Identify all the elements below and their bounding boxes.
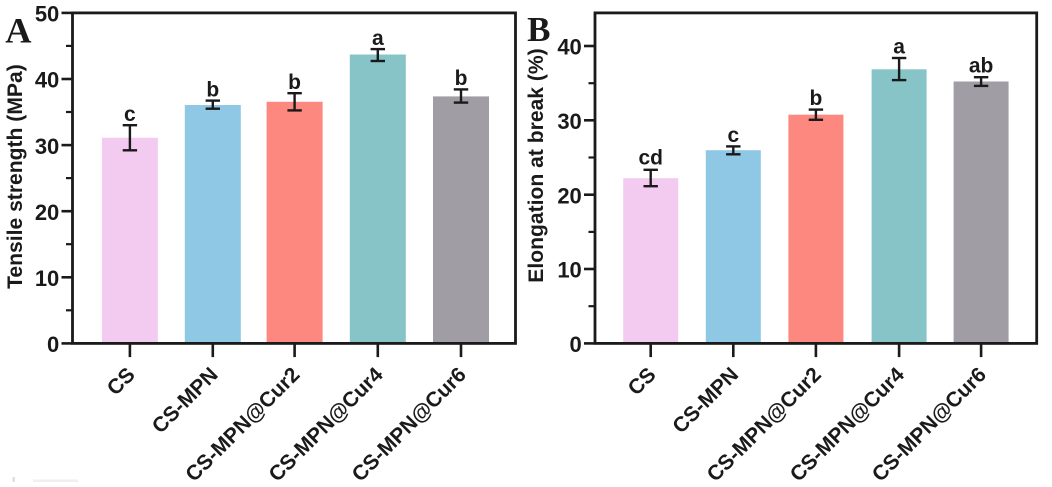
svg-text:a: a [893, 36, 905, 59]
svg-text:Elongation at break (%): Elongation at break (%) [525, 48, 548, 282]
svg-text:0: 0 [47, 332, 59, 357]
svg-text:40: 40 [557, 35, 581, 60]
svg-text:cd: cd [638, 147, 663, 170]
svg-text:10: 10 [557, 258, 581, 283]
svg-text:Tensile strength (MPa): Tensile strength (MPa) [4, 64, 27, 289]
svg-text:A: A [5, 10, 31, 50]
svg-text:B: B [527, 10, 550, 49]
svg-text:b: b [206, 78, 219, 101]
svg-text:c: c [727, 124, 739, 147]
svg-text:ab: ab [969, 55, 994, 78]
svg-text:30: 30 [557, 109, 581, 134]
svg-text:30: 30 [35, 134, 59, 159]
svg-text:40: 40 [35, 68, 59, 93]
svg-text:b: b [455, 67, 468, 90]
svg-text:a: a [372, 27, 384, 50]
svg-text:b: b [288, 71, 301, 94]
svg-text:50: 50 [35, 2, 59, 27]
svg-text:20: 20 [557, 183, 581, 208]
svg-text:10: 10 [35, 266, 59, 291]
svg-text:b: b [809, 87, 822, 110]
svg-text:20: 20 [35, 200, 59, 225]
svg-text:c: c [124, 103, 136, 126]
svg-text:0: 0 [570, 332, 582, 357]
